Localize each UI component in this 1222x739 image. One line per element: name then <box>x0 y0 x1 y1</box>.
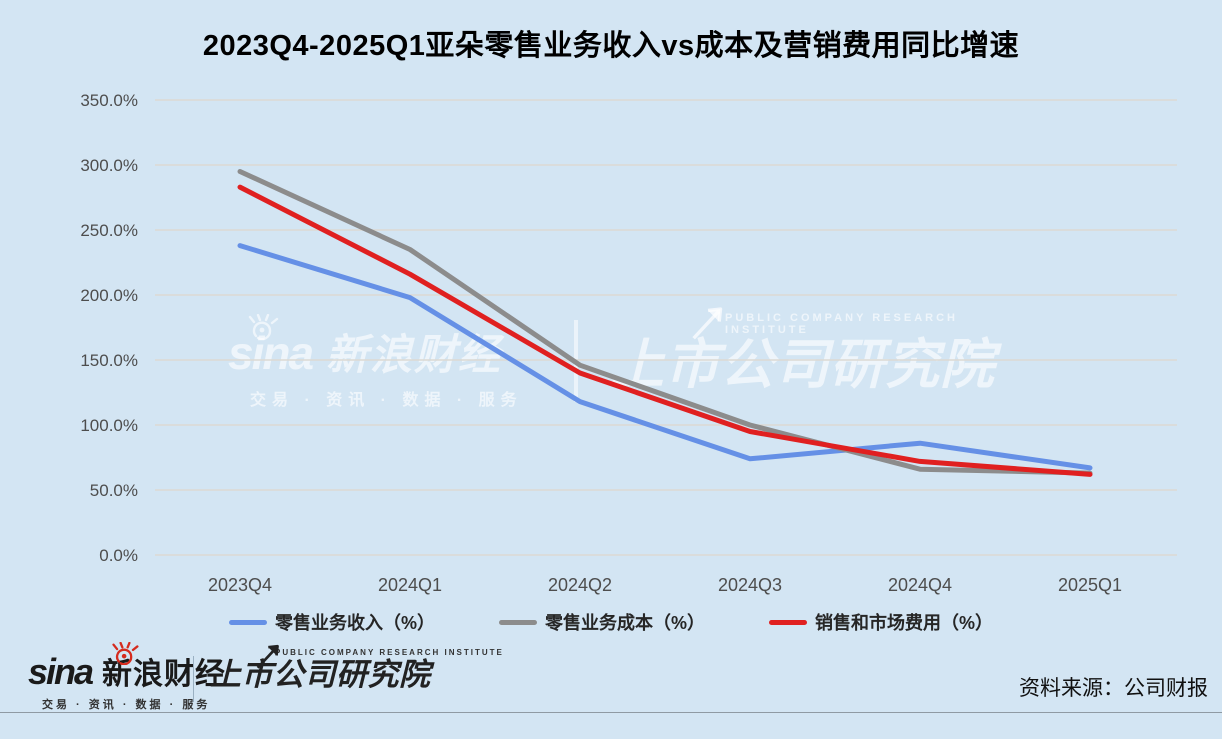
legend-label: 销售和市场费用（%） <box>815 613 994 633</box>
x-axis-tick: 2024Q3 <box>718 575 782 595</box>
legend-item: 零售业务收入（%） <box>228 609 435 635</box>
x-axis-tick: 2025Q1 <box>1058 575 1122 595</box>
footer-divider <box>193 656 194 702</box>
data-source-text: 资料来源：公司财报 <box>1019 677 1208 700</box>
y-axis-tick: 350.0% <box>80 91 138 110</box>
footer-sina-logo: sina 新浪财经 交易 · 资讯 · 数据 · 服务 <box>28 641 226 712</box>
y-axis-tick: 0.0% <box>99 546 138 565</box>
y-axis-tick: 200.0% <box>80 286 138 305</box>
y-axis-tick: 100.0% <box>80 416 138 435</box>
y-axis-tick: 250.0% <box>80 221 138 240</box>
footer-institute: 上市公司研究院 <box>210 657 431 692</box>
footer-arrow-up-icon <box>252 638 286 677</box>
footer: sina 新浪财经 交易 · 资讯 · 数据 · 服务 PUBLIC COMPA… <box>0 641 1222 712</box>
footer-institute-en: PUBLIC COMPANY RESEARCH INSTITUTE <box>275 648 504 657</box>
legend-swatch-icon <box>769 619 807 625</box>
chart-title: 2023Q4-2025Q1亚朵零售业务收入vs成本及营销费用同比增速 <box>202 30 1020 62</box>
legend-item: 销售和市场费用（%） <box>769 609 993 635</box>
legend-label: 零售业务收入（%） <box>274 613 435 633</box>
footer-sina-word: sina <box>28 651 94 692</box>
legend-label: 零售业务成本（%） <box>544 613 705 633</box>
sina-flame-icon <box>110 641 140 670</box>
footer-rule <box>0 712 1222 713</box>
x-axis-tick: 2023Q4 <box>208 575 272 595</box>
footer-institute-logo: PUBLIC COMPANY RESEARCH INSTITUTE 上市公司研究… <box>210 644 504 693</box>
y-axis-tick: 300.0% <box>80 156 138 175</box>
x-axis-tick: 2024Q4 <box>888 575 952 595</box>
legend-item: 零售业务成本（%） <box>498 609 705 635</box>
legend-swatch-icon <box>498 619 537 625</box>
series-line <box>237 169 1093 476</box>
y-axis-tick: 150.0% <box>80 351 138 370</box>
legend-swatch-icon <box>228 619 267 625</box>
footer-tagline: 交易 · 资讯 · 数据 · 服务 <box>42 699 211 711</box>
x-axis-tick: 2024Q1 <box>378 575 442 595</box>
x-axis-tick: 2024Q2 <box>548 575 612 595</box>
chart-legend: 零售业务收入（%） 零售业务成本（%） 销售和市场费用（%） <box>0 606 1222 638</box>
series-line <box>237 184 1093 477</box>
y-axis-tick: 50.0% <box>90 481 138 500</box>
series-line <box>237 243 1093 471</box>
